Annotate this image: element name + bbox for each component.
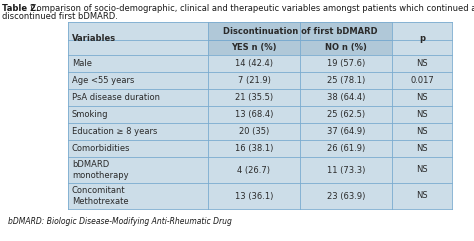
Text: Age <55 years: Age <55 years <box>72 76 134 85</box>
Text: 13 (36.1): 13 (36.1) <box>235 192 273 201</box>
Text: 11 (73.3): 11 (73.3) <box>327 166 365 174</box>
Text: bDMARD: Biologic Disease-Modifying Anti-Rheumatic Drug: bDMARD: Biologic Disease-Modifying Anti-… <box>8 217 232 226</box>
Text: Comparison of socio-demographic, clinical and therapeutic variables amongst pati: Comparison of socio-demographic, clinica… <box>28 4 474 13</box>
Text: NS: NS <box>416 127 428 136</box>
Bar <box>208 22 392 40</box>
Text: 20 (35): 20 (35) <box>239 127 269 136</box>
Text: 38 (64.4): 38 (64.4) <box>327 93 365 102</box>
Text: 14 (42.4): 14 (42.4) <box>235 59 273 68</box>
Bar <box>68 22 452 209</box>
Text: 25 (78.1): 25 (78.1) <box>327 76 365 85</box>
Text: Male: Male <box>72 59 92 68</box>
Text: 13 (68.4): 13 (68.4) <box>235 110 273 119</box>
Text: Table 2.: Table 2. <box>2 4 39 13</box>
Text: p: p <box>419 34 425 43</box>
Text: PsA disease duration: PsA disease duration <box>72 93 160 102</box>
Text: 0.017: 0.017 <box>410 76 434 85</box>
Text: Discontinuation of first bDMARD: Discontinuation of first bDMARD <box>223 27 377 35</box>
Text: 16 (38.1): 16 (38.1) <box>235 144 273 153</box>
Text: NS: NS <box>416 110 428 119</box>
Text: NO n (%): NO n (%) <box>325 43 367 52</box>
Text: 7 (21.9): 7 (21.9) <box>237 76 271 85</box>
Text: 21 (35.5): 21 (35.5) <box>235 93 273 102</box>
Text: 19 (57.6): 19 (57.6) <box>327 59 365 68</box>
Bar <box>208 40 392 55</box>
Text: NS: NS <box>416 192 428 201</box>
Text: 25 (62.5): 25 (62.5) <box>327 110 365 119</box>
Text: Smoking: Smoking <box>72 110 109 119</box>
Text: Education ≥ 8 years: Education ≥ 8 years <box>72 127 157 136</box>
Text: 26 (61.9): 26 (61.9) <box>327 144 365 153</box>
Text: Concomitant
Methotrexate: Concomitant Methotrexate <box>72 186 128 206</box>
Text: discontinued first bDMARD.: discontinued first bDMARD. <box>2 12 118 21</box>
Text: NS: NS <box>416 93 428 102</box>
Text: 37 (64.9): 37 (64.9) <box>327 127 365 136</box>
Text: 23 (63.9): 23 (63.9) <box>327 192 365 201</box>
Text: 4 (26.7): 4 (26.7) <box>237 166 271 174</box>
Text: NS: NS <box>416 59 428 68</box>
Text: Variables: Variables <box>72 34 116 43</box>
Text: YES n (%): YES n (%) <box>231 43 277 52</box>
Text: NS: NS <box>416 144 428 153</box>
Text: NS: NS <box>416 166 428 174</box>
Text: Comorbidities: Comorbidities <box>72 144 130 153</box>
Text: bDMARD
monotherapy: bDMARD monotherapy <box>72 160 128 180</box>
